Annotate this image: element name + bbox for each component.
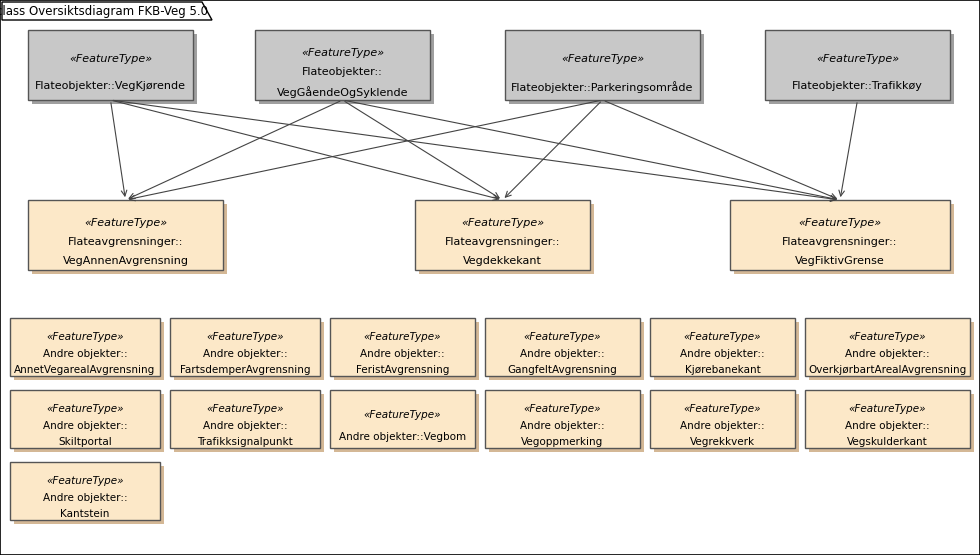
Bar <box>174 322 324 380</box>
Text: «FeatureType»: «FeatureType» <box>816 54 899 64</box>
Text: «FeatureType»: «FeatureType» <box>364 410 441 420</box>
Text: Vegoppmerking: Vegoppmerking <box>521 437 604 447</box>
Text: «FeatureType»: «FeatureType» <box>799 218 882 228</box>
Bar <box>334 322 479 380</box>
Bar <box>730 200 950 270</box>
Text: Trafikksignalpunkt: Trafikksignalpunkt <box>197 437 293 447</box>
Text: Andre objekter::: Andre objekter:: <box>203 421 287 431</box>
Text: «FeatureType»: «FeatureType» <box>301 48 384 58</box>
Text: Andre objekter::: Andre objekter:: <box>845 421 930 431</box>
Bar <box>650 318 795 376</box>
Text: «FeatureType»: «FeatureType» <box>684 332 761 342</box>
Bar <box>10 318 160 376</box>
Text: AnnetVegarealAvgrensning: AnnetVegarealAvgrensning <box>15 365 156 375</box>
Text: VegAnnenAvgrensning: VegAnnenAvgrensning <box>63 256 188 266</box>
Bar <box>809 394 974 452</box>
Bar <box>28 30 193 100</box>
Text: «FeatureType»: «FeatureType» <box>849 332 926 342</box>
Bar <box>14 466 164 524</box>
Text: «FeatureType»: «FeatureType» <box>84 218 167 228</box>
Text: VegFiktivGrense: VegFiktivGrense <box>795 256 885 266</box>
Bar <box>14 322 164 380</box>
Bar <box>14 394 164 452</box>
Text: FeristAvgrensning: FeristAvgrensning <box>356 365 449 375</box>
Bar <box>650 390 795 448</box>
Bar <box>769 34 954 104</box>
Text: Andre objekter::: Andre objekter:: <box>520 349 605 359</box>
Bar <box>485 390 640 448</box>
Text: Andre objekter::: Andre objekter:: <box>361 349 445 359</box>
Text: Kantstein: Kantstein <box>61 509 110 519</box>
Text: Andre objekter::: Andre objekter:: <box>680 421 764 431</box>
Text: «FeatureType»: «FeatureType» <box>523 405 602 415</box>
Bar <box>259 34 434 104</box>
Text: Vegrekkverk: Vegrekkverk <box>690 437 755 447</box>
Text: GangfeltAvgrensning: GangfeltAvgrensning <box>508 365 617 375</box>
Text: Andre objekter::: Andre objekter:: <box>43 349 127 359</box>
Bar <box>485 318 640 376</box>
Text: Andre objekter::: Andre objekter:: <box>845 349 930 359</box>
Bar <box>170 390 320 448</box>
Bar <box>170 318 320 376</box>
Text: Flateobjekter::Parkeringsområde: Flateobjekter::Parkeringsområde <box>512 81 694 93</box>
Bar <box>805 318 970 376</box>
Text: «FeatureType»: «FeatureType» <box>206 405 284 415</box>
Bar <box>509 34 704 104</box>
Text: «FeatureType»: «FeatureType» <box>523 332 602 342</box>
Text: Vegdekkekant: Vegdekkekant <box>464 256 542 266</box>
Text: «FeatureType»: «FeatureType» <box>46 477 123 487</box>
Text: VegGåendeOgSyklende: VegGåendeOgSyklende <box>276 87 409 98</box>
Text: Flateobjekter::: Flateobjekter:: <box>302 67 383 77</box>
Polygon shape <box>2 2 212 20</box>
Text: Flateavgrensninger::: Flateavgrensninger:: <box>445 237 561 247</box>
Text: Andre objekter::: Andre objekter:: <box>520 421 605 431</box>
Bar <box>32 34 197 104</box>
Text: Skiltportal: Skiltportal <box>58 437 112 447</box>
Bar <box>174 394 324 452</box>
Text: «FeatureType»: «FeatureType» <box>364 332 441 342</box>
Bar <box>734 204 954 274</box>
Text: «FeatureType»: «FeatureType» <box>206 332 284 342</box>
Text: Andre objekter::Vegbom: Andre objekter::Vegbom <box>339 432 466 442</box>
Text: Flateavgrensninger::: Flateavgrensninger:: <box>68 237 183 247</box>
Text: class Oversiktsdiagram FKB-Veg 5.0: class Oversiktsdiagram FKB-Veg 5.0 <box>0 4 208 18</box>
Bar <box>255 30 430 100</box>
Text: Andre objekter::: Andre objekter:: <box>43 493 127 503</box>
Bar <box>330 318 475 376</box>
Bar <box>334 394 479 452</box>
Text: Andre objekter::: Andre objekter:: <box>203 349 287 359</box>
Bar <box>654 394 799 452</box>
Text: Andre objekter::: Andre objekter:: <box>43 421 127 431</box>
Text: Kjørebanekant: Kjørebanekant <box>685 365 760 375</box>
Bar <box>330 390 475 448</box>
Bar <box>489 394 644 452</box>
Text: FartsdemperAvgrensning: FartsdemperAvgrensning <box>179 365 311 375</box>
Text: Andre objekter::: Andre objekter:: <box>680 349 764 359</box>
Bar <box>10 390 160 448</box>
Bar <box>489 322 644 380</box>
Bar <box>28 200 223 270</box>
Bar <box>32 204 227 274</box>
Text: «FeatureType»: «FeatureType» <box>46 332 123 342</box>
Bar <box>419 204 594 274</box>
Text: Flateobjekter::VegKjørende: Flateobjekter::VegKjørende <box>35 81 186 91</box>
Text: «FeatureType»: «FeatureType» <box>46 405 123 415</box>
Text: «FeatureType»: «FeatureType» <box>461 218 544 228</box>
Bar <box>415 200 590 270</box>
Text: OverkjørbartArealAvgrensning: OverkjørbartArealAvgrensning <box>808 365 966 375</box>
Text: Flateobjekter::Trafikkøy: Flateobjekter::Trafikkøy <box>792 81 923 91</box>
Text: Vegskulderkant: Vegskulderkant <box>847 437 928 447</box>
Text: «FeatureType»: «FeatureType» <box>849 405 926 415</box>
Bar <box>654 322 799 380</box>
Text: «FeatureType»: «FeatureType» <box>561 54 644 64</box>
Bar <box>765 30 950 100</box>
Bar <box>10 462 160 520</box>
Text: «FeatureType»: «FeatureType» <box>684 405 761 415</box>
Bar <box>805 390 970 448</box>
Text: Flateavgrensninger::: Flateavgrensninger:: <box>782 237 898 247</box>
Text: «FeatureType»: «FeatureType» <box>69 54 152 64</box>
Bar <box>809 322 974 380</box>
Bar <box>505 30 700 100</box>
